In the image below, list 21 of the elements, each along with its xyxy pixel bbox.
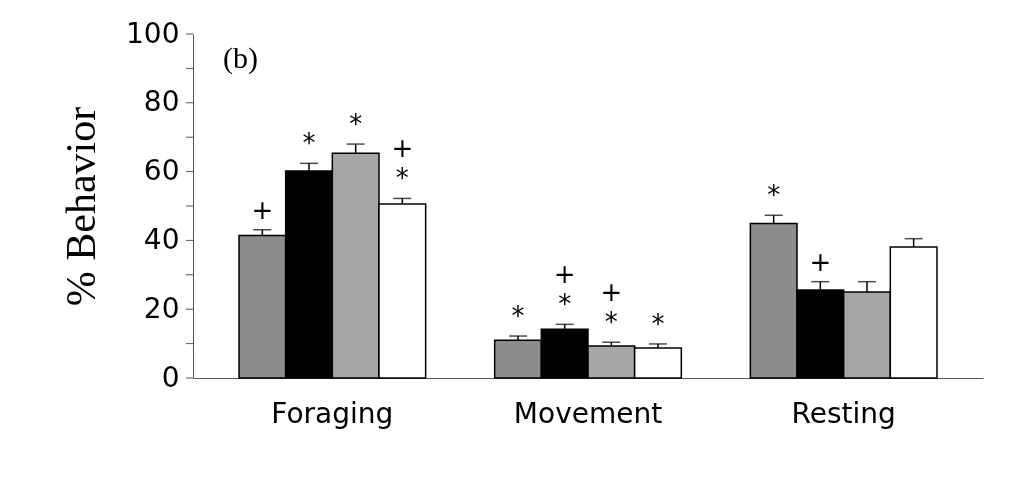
x-tick-label: Foraging [271, 396, 394, 430]
y-tick-label: 80 [143, 85, 180, 119]
y-tick-label: 40 [143, 222, 180, 256]
y-tick-label: 100 [126, 16, 180, 50]
data-label: * [767, 180, 781, 211]
text: + * [391, 133, 414, 194]
text: + * [600, 277, 623, 338]
x-tick-label: Resting [791, 396, 896, 430]
annotation: (b) [223, 41, 258, 75]
text: + * [553, 259, 576, 320]
y-tick-label: 20 [143, 291, 180, 325]
data-label: * [302, 128, 316, 159]
y-axis-title: % Behavior [58, 106, 105, 307]
x-tick-label: Movement [513, 396, 663, 430]
y-tick-label: 60 [143, 154, 180, 188]
y-tick-label: 0 [161, 360, 180, 394]
data-label: * [651, 308, 665, 339]
data-label: * [349, 109, 363, 140]
data-label: + [251, 194, 274, 225]
data-label: + [809, 246, 832, 277]
data-label: * [511, 301, 525, 332]
